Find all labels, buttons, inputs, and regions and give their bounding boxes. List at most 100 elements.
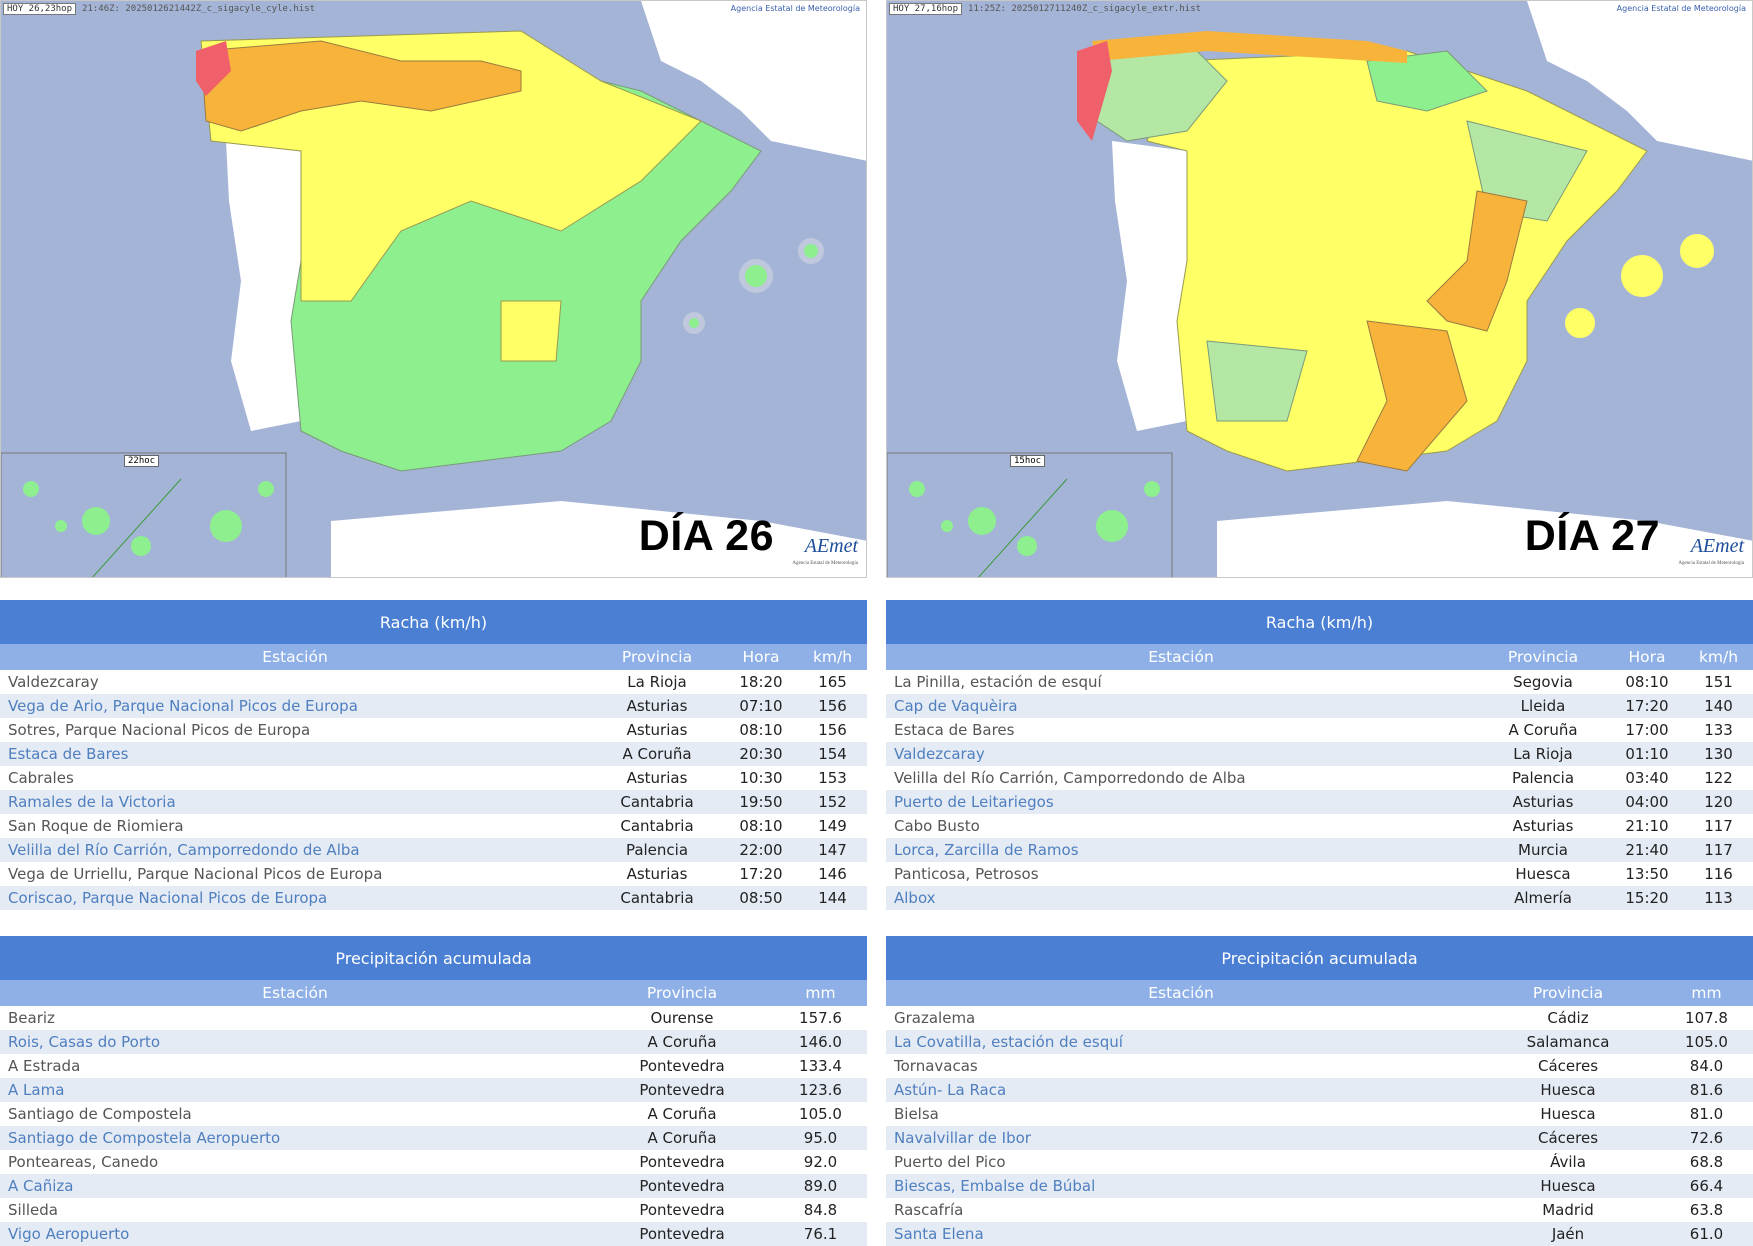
station-link[interactable]: Vega de Urriellu, Parque Nacional Picos … — [8, 865, 383, 883]
station-link[interactable]: Albox — [886, 886, 1476, 910]
column-header: Estación — [0, 644, 590, 670]
table-row: Santa Elena Jaén 61.0 — [886, 1222, 1753, 1246]
table-row: Cabrales Asturias 10:30 153 — [0, 766, 867, 790]
station-link[interactable]: Grazalema — [894, 1009, 976, 1027]
table-row: Santiago de Compostela Aeropuerto A Coruñ… — [0, 1126, 868, 1150]
wind-gust-table: Racha (km/h) Estación Provincia Hora km/… — [886, 600, 1753, 910]
station-link[interactable]: Cabrales — [8, 769, 74, 787]
station-link[interactable]: Vigo Aeropuerto — [0, 1222, 590, 1246]
station-link[interactable]: La Covatilla, estación de esquí — [886, 1030, 1476, 1054]
station-link[interactable]: Tornavacas — [894, 1057, 978, 1075]
station-link[interactable]: Santiago de Compostela — [8, 1105, 192, 1123]
column-header: km/h — [1684, 644, 1753, 670]
table-cell: A Coruña — [590, 1126, 774, 1150]
table-cell: Almería — [1476, 886, 1610, 910]
station-link[interactable]: Bielsa — [894, 1105, 939, 1123]
table-cell: 21:10 — [1625, 817, 1669, 835]
station-link[interactable]: Sotres, Parque Nacional Picos de Europa — [8, 721, 311, 739]
station-link[interactable]: Lorca, Zarcilla de Ramos — [886, 838, 1476, 862]
station-link[interactable]: Ramales de la Victoria — [0, 790, 590, 814]
station-link[interactable]: La Pinilla, estación de esquí — [894, 673, 1102, 691]
station-link[interactable]: Velilla del Río Carrión, Camporredondo d… — [0, 838, 590, 862]
station-link[interactable]: Astún- La Raca — [886, 1078, 1476, 1102]
table-cell: 03:40 — [1625, 769, 1669, 787]
precipitation-table: Precipitación acumulada Estación Provinc… — [0, 936, 868, 1246]
table-cell: 17:20 — [1610, 694, 1684, 718]
station-link[interactable]: Cap de Vaquèira — [886, 694, 1476, 718]
table-cell: Ávila — [1550, 1153, 1586, 1171]
table-cell: 10:30 — [739, 769, 783, 787]
table-row: Panticosa, Petrosos Huesca 13:50 116 — [886, 862, 1753, 886]
table-row: Sotres, Parque Nacional Picos de Europa A… — [0, 718, 867, 742]
station-link[interactable]: Estaca de Bares — [894, 721, 1015, 739]
station-link[interactable]: Estaca de Bares — [0, 742, 590, 766]
station-link[interactable]: Rascafría — [894, 1201, 964, 1219]
map-drawing — [1, 1, 866, 577]
table-header-row: Estación Provincia mm — [0, 980, 868, 1006]
table-cell: 120 — [1684, 790, 1753, 814]
table-cell: 146 — [818, 865, 847, 883]
station-link[interactable]: Valdezcaray — [8, 673, 99, 691]
station-link[interactable]: Rois, Casas do Porto — [0, 1030, 590, 1054]
table-cell: 84.8 — [803, 1201, 838, 1219]
table-cell: 76.1 — [774, 1222, 868, 1246]
table-row: Rois, Casas do Porto A Coruña 146.0 — [0, 1030, 868, 1054]
table-cell: 89.0 — [774, 1174, 868, 1198]
table-cell: Asturias — [626, 721, 688, 739]
table-title: Racha (km/h) — [0, 600, 868, 644]
station-link[interactable]: Vega de Ario, Parque Nacional Picos de E… — [0, 694, 590, 718]
station-link[interactable]: Panticosa, Petrosos — [894, 865, 1039, 883]
table-cell: 13:50 — [1625, 865, 1669, 883]
station-link[interactable]: Santa Elena — [886, 1222, 1476, 1246]
table-row: Estaca de Bares A Coruña 17:00 133 — [886, 718, 1753, 742]
station-link[interactable]: Santiago de Compostela Aeropuerto — [0, 1126, 590, 1150]
station-link[interactable]: Puerto del Pico — [894, 1153, 1006, 1171]
table-cell: 157.6 — [799, 1009, 842, 1027]
column-header: Provincia — [1476, 644, 1610, 670]
table-cell: 17:00 — [1625, 721, 1669, 739]
map-drawing — [887, 1, 1752, 577]
station-link[interactable]: San Roque de Riomiera — [8, 817, 184, 835]
table-cell: 117 — [1684, 838, 1753, 862]
table-row: A Cañiza Pontevedra 89.0 — [0, 1174, 868, 1198]
table-row: Navalvillar de Ibor Cáceres 72.6 — [886, 1126, 1753, 1150]
table-cell: Huesca — [1476, 1078, 1660, 1102]
station-link[interactable]: A Cañiza — [0, 1174, 590, 1198]
station-link[interactable]: Cabo Busto — [894, 817, 980, 835]
table-header-row: Estación Provincia Hora km/h — [886, 644, 1753, 670]
table-cell: 156 — [818, 721, 847, 739]
table-cell: 156 — [798, 694, 868, 718]
table-cell: Asturias — [626, 769, 688, 787]
station-link[interactable]: Ponteareas, Canedo — [8, 1153, 159, 1171]
table-row: A Lama Pontevedra 123.6 — [0, 1078, 868, 1102]
column-header: Provincia — [590, 644, 724, 670]
map-time-box: HOY 26,23hop — [3, 3, 77, 15]
table-cell: Pontevedra — [639, 1057, 725, 1075]
table-row: Puerto del Pico Ávila 68.8 — [886, 1150, 1753, 1174]
table-row: Vigo Aeropuerto Pontevedra 76.1 — [0, 1222, 868, 1246]
column-header: km/h — [798, 644, 868, 670]
station-link[interactable]: A Estrada — [8, 1057, 81, 1075]
table-cell: 15:20 — [1610, 886, 1684, 910]
table-cell: 130 — [1684, 742, 1753, 766]
aemet-logo: AEmet Agencia Estatal de Meteorología — [1678, 535, 1744, 566]
table-cell: 123.6 — [774, 1078, 868, 1102]
station-link[interactable]: Valdezcaray — [886, 742, 1476, 766]
table-row: Coriscao, Parque Nacional Picos de Europ… — [0, 886, 868, 910]
station-link[interactable]: Puerto de Leitariegos — [886, 790, 1476, 814]
table-cell: 61.0 — [1660, 1222, 1753, 1246]
table-row: Valdezcaray La Rioja 01:10 130 — [886, 742, 1753, 766]
station-link[interactable]: A Lama — [0, 1078, 590, 1102]
station-link[interactable]: Velilla del Río Carrión, Camporredondo d… — [894, 769, 1246, 787]
station-link[interactable]: Biescas, Embalse de Búbal — [886, 1174, 1476, 1198]
table-cell: 04:00 — [1610, 790, 1684, 814]
day-label: DÍA 27 — [1524, 512, 1660, 560]
table-cell: A Coruña — [647, 1105, 717, 1123]
station-link[interactable]: Coriscao, Parque Nacional Picos de Europ… — [0, 886, 590, 910]
station-link[interactable]: Silleda — [8, 1201, 58, 1219]
station-link[interactable]: Navalvillar de Ibor — [886, 1126, 1476, 1150]
table-cell: Pontevedra — [590, 1078, 774, 1102]
table-cell: 133.4 — [799, 1057, 842, 1075]
table-cell: Cáceres — [1476, 1126, 1660, 1150]
station-link[interactable]: Beariz — [8, 1009, 55, 1027]
